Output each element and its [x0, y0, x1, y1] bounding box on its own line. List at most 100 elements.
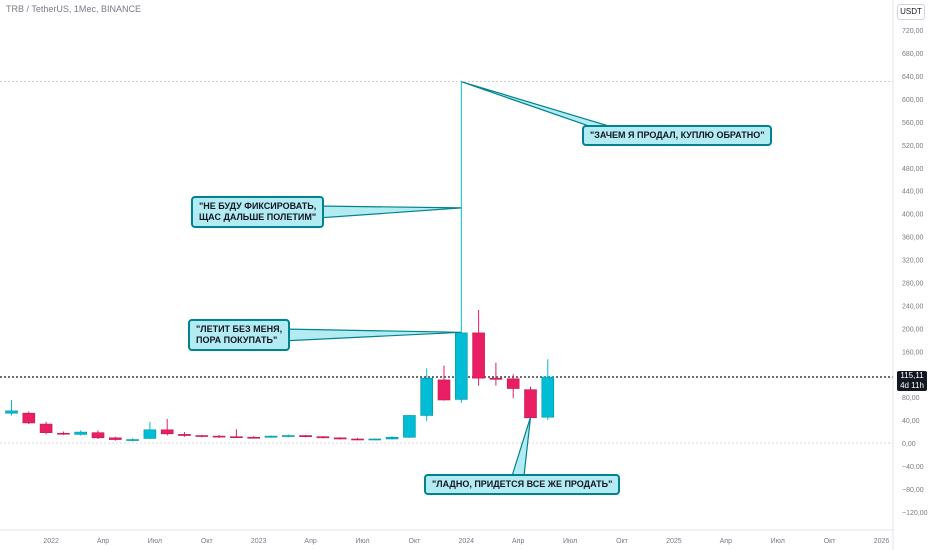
candle-body	[472, 332, 485, 379]
candle-body	[299, 435, 312, 437]
candle	[178, 432, 191, 437]
candle-body	[212, 435, 226, 438]
y-tick-label: 600,00	[902, 97, 924, 104]
candle-body	[368, 438, 382, 441]
candle	[247, 436, 260, 439]
candle	[506, 374, 520, 399]
candle-body	[281, 435, 295, 437]
candle	[143, 421, 157, 439]
candle	[299, 434, 312, 438]
candle	[109, 436, 122, 441]
annotation-pointers	[281, 81, 624, 477]
candle	[5, 399, 18, 416]
candle-body	[247, 436, 260, 439]
candle	[57, 431, 70, 435]
x-tick-label: Окт	[616, 538, 629, 545]
y-tick-label: 560,00	[902, 120, 924, 127]
y-tick-label: 160,00	[902, 349, 924, 356]
candle-body	[57, 432, 70, 435]
candle	[524, 386, 537, 419]
candle-body	[160, 429, 174, 435]
x-tick-label: 2025	[666, 538, 682, 545]
candle	[403, 414, 416, 438]
candle-body	[454, 332, 468, 400]
annotation-top[interactable]: "ЗАЧЕМ Я ПРОДАЛ, КУПЛЮ ОБРАТНО"	[582, 125, 773, 146]
candle-body	[333, 437, 347, 440]
candle	[22, 411, 36, 425]
y-tick-label: 200,00	[902, 326, 924, 333]
y-tick-label: 520,00	[902, 143, 924, 150]
candle	[212, 434, 226, 438]
candle-body	[178, 434, 191, 436]
candle	[454, 81, 468, 403]
candle-body	[489, 377, 503, 380]
y-tick-label: 360,00	[902, 235, 924, 242]
candle	[385, 436, 399, 440]
time-axis: 2022 Апр Июл Окт 2023 Апр Июл Окт 2024 Апр Июл Окт 2…	[0, 529, 893, 545]
price-axis: 720,00 680,00 640,00 600,00 560,00 520,00 480,…	[892, 0, 928, 550]
y-tick-label: −120,00	[902, 510, 928, 517]
candle-body	[126, 439, 139, 441]
y-tick-label: 640,00	[902, 74, 924, 81]
candle-body	[403, 415, 416, 438]
pointer-bottom	[511, 417, 532, 477]
x-tick-label: Июл	[563, 538, 577, 545]
candle	[281, 434, 295, 438]
chart-gridlines	[0, 81, 893, 444]
candle-body	[437, 379, 451, 401]
y-tick-label: 240,00	[902, 303, 924, 310]
candle-body	[541, 376, 555, 418]
candle	[126, 438, 139, 442]
candle-body	[5, 410, 18, 414]
annotation-top-text: "ЗАЧЕМ Я ПРОДАЛ, КУПЛЮ ОБРАТНО"	[590, 130, 765, 140]
last-price-label: 115,11 4d 11h	[897, 371, 927, 391]
y-tick-label: 320,00	[902, 258, 924, 265]
y-tick-label: −80,00	[902, 487, 924, 494]
annotation-low[interactable]: "ЛЕТИТ БЕЗ МЕНЯ, ПОРА ПОКУПАТЬ"	[188, 319, 291, 351]
x-tick-label: 2022	[43, 538, 59, 545]
x-tick-label: Окт	[201, 538, 214, 545]
y-tick-label: 720,00	[902, 28, 924, 35]
candle	[541, 359, 555, 421]
x-tick-label: Апр	[720, 538, 732, 545]
annotation-mid-line2: ЩАС ДАЛЬШЕ ПОЛЕТИМ"	[199, 212, 317, 222]
annotation-mid[interactable]: "НЕ БУДУ ФИКСИРОВАТЬ, ЩАС ДАЛЬШЕ ПОЛЕТИМ…	[191, 196, 325, 228]
x-tick-label: 2024	[459, 538, 475, 545]
candle	[351, 437, 364, 441]
x-tick-label: Окт	[824, 538, 837, 545]
candle	[264, 435, 278, 438]
candle-body	[143, 429, 157, 439]
pointer-mid	[317, 205, 462, 219]
x-tick-label: Апр	[512, 538, 524, 545]
y-tick-label: 0,00	[902, 441, 916, 448]
pointer-low	[281, 328, 462, 342]
x-tick-label: Июл	[148, 538, 162, 545]
candle-body	[39, 423, 53, 433]
y-tick-label: 400,00	[902, 212, 924, 219]
candle-body	[385, 436, 399, 440]
x-tick-label: Апр	[97, 538, 109, 545]
y-tick-label: 280,00	[902, 280, 924, 287]
candle-body	[195, 435, 209, 437]
annotation-mid-line1: "НЕ БУДУ ФИКСИРОВАТЬ,	[199, 201, 317, 211]
candle-body	[506, 378, 520, 389]
candle-body	[351, 438, 364, 441]
y-tick-label: 440,00	[902, 189, 924, 196]
candles	[5, 81, 555, 442]
symbol-title: TRB / TetherUS, 1Мес, BINANCE	[6, 4, 141, 14]
candle-body	[524, 389, 537, 419]
candle-body	[74, 431, 87, 435]
candle	[91, 430, 105, 439]
x-tick-label: Апр	[304, 538, 316, 545]
currency-button[interactable]: USDT	[897, 4, 925, 20]
last-price-value: 115,11	[900, 371, 924, 380]
annotation-bottom[interactable]: "ЛАДНО, ПРИДЕТСЯ ВСЕ ЖЕ ПРОДАТЬ"	[424, 474, 621, 495]
annotation-low-line1: "ЛЕТИТ БЕЗ МЕНЯ,	[196, 324, 283, 334]
annotation-bottom-text: "ЛАДНО, ПРИДЕТСЯ ВСЕ ЖЕ ПРОДАТЬ"	[432, 479, 613, 489]
candle	[472, 309, 485, 386]
countdown: 4d 11h	[900, 381, 924, 390]
y-tick-label: 680,00	[902, 51, 924, 58]
y-tick-label: −40,00	[902, 464, 924, 471]
candle	[39, 421, 53, 435]
